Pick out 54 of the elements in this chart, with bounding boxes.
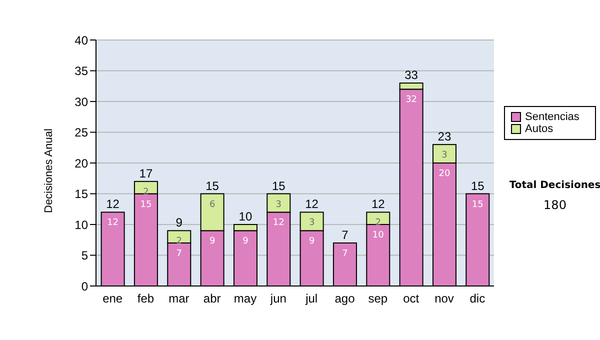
total-label: 15 <box>470 178 485 193</box>
total-label: 23 <box>438 130 452 144</box>
x-tick-label: jun <box>269 292 286 306</box>
total-label: 9 <box>176 216 183 230</box>
text: Total Decisiones <box>508 180 600 191</box>
x-tick-label: feb <box>137 292 154 306</box>
data-label: 6 <box>209 200 216 210</box>
text: 180 <box>542 198 568 212</box>
legend-label: Autos <box>525 123 554 135</box>
total-label: 15 <box>206 178 220 193</box>
x-tick-label: dic <box>470 292 486 306</box>
data-label: 32 <box>406 95 418 106</box>
data-label: 7 <box>342 248 348 259</box>
total-label: 7 <box>342 228 349 242</box>
x-tick-label: nov <box>434 292 454 306</box>
total-label: 12 <box>305 197 319 212</box>
data-label: 15 <box>140 200 152 210</box>
x-tick-label: jul <box>304 292 318 306</box>
y-axis-title: Decisiones Anual <box>42 128 55 213</box>
total-label: 12 <box>371 197 386 212</box>
data-label: 12 <box>272 218 284 228</box>
total-label: 15 <box>272 178 286 193</box>
total-label: 12 <box>106 197 120 212</box>
y-tick-label: 25 <box>74 126 88 140</box>
x-tick-label: may <box>234 292 257 306</box>
total-label: 17 <box>139 166 153 180</box>
data-label: 15 <box>472 200 484 210</box>
data-label: 20 <box>438 169 450 179</box>
y-tick-label: 40 <box>74 33 88 48</box>
data-label: 3 <box>442 150 448 161</box>
x-tick-label: ago <box>334 292 356 306</box>
data-label: 9 <box>242 236 249 247</box>
x-tick-label: mar <box>168 292 190 306</box>
data-label: 9 <box>308 236 315 247</box>
y-tick-label: 30 <box>74 94 88 109</box>
y-tick-label: 15 <box>74 187 88 202</box>
x-tick-label: abr <box>203 292 221 306</box>
x-tick-label: ene <box>102 292 123 306</box>
y-tick-label: 20 <box>74 156 88 170</box>
y-tick-label: 5 <box>81 248 88 263</box>
data-label: 9 <box>209 236 216 247</box>
data-label: 7 <box>176 248 182 259</box>
data-label: 10 <box>372 230 384 240</box>
x-tick-label: oct <box>403 292 420 306</box>
data-label: 3 <box>276 200 282 210</box>
data-label: 3 <box>308 218 315 228</box>
legend-label: Sentencias <box>525 111 580 123</box>
total-label: 10 <box>238 210 252 224</box>
x-tick-label: sep <box>368 292 388 306</box>
y-tick-label: 35 <box>74 64 88 78</box>
y-tick-label: 10 <box>74 218 88 232</box>
y-tick-label: 0 <box>81 279 88 294</box>
data-label: 12 <box>107 218 119 228</box>
total-label: 33 <box>404 68 418 82</box>
